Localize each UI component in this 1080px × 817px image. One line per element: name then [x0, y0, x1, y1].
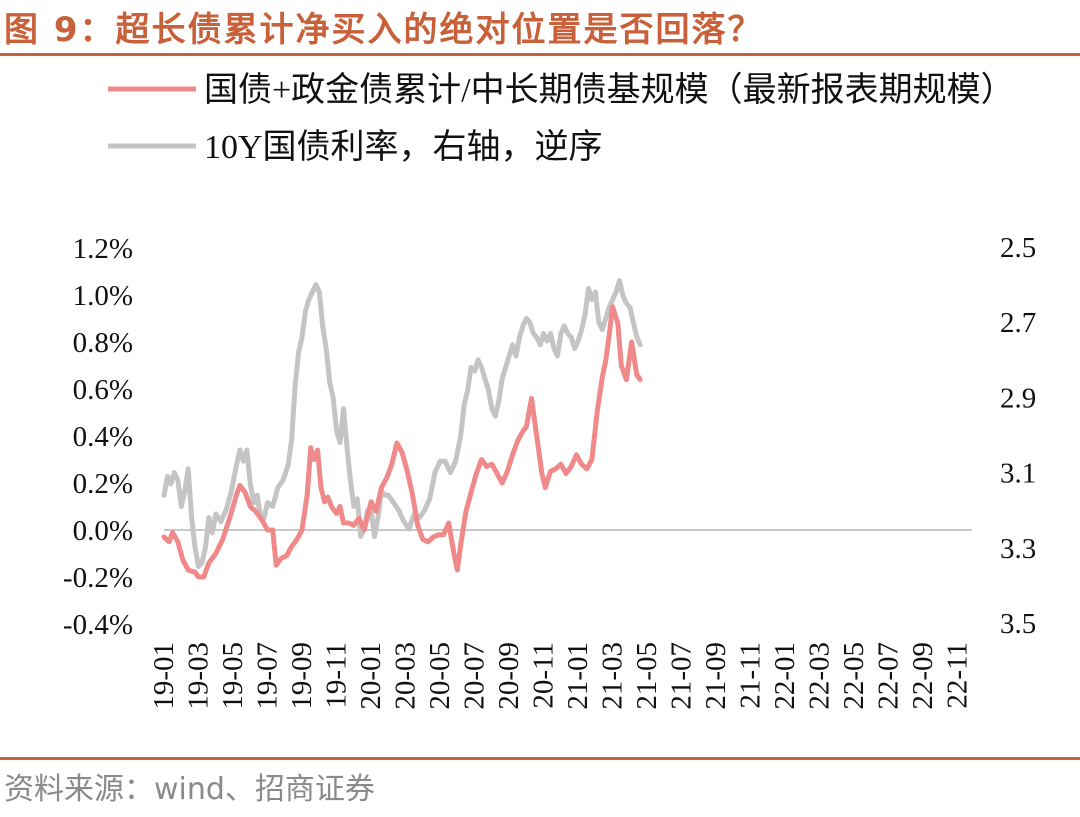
- y-right-tick: 2.7: [1000, 307, 1036, 339]
- y-right-tick: 2.5: [1000, 232, 1036, 264]
- x-tick: 20-07: [459, 642, 491, 710]
- series-line-10y-yield: [161, 278, 643, 570]
- x-tick: 19-01: [148, 642, 180, 710]
- plot-area: [161, 278, 643, 580]
- y-right-tick: 3.3: [1000, 533, 1036, 565]
- x-tick: 22-09: [907, 642, 939, 710]
- x-tick: 20-03: [390, 642, 422, 710]
- x-tick: 21-05: [631, 642, 663, 710]
- x-tick: 21-09: [700, 642, 732, 710]
- title-rule: [0, 53, 1080, 56]
- x-tick: 22-11: [942, 642, 974, 709]
- x-tick: 22-03: [804, 642, 836, 710]
- figure-title: 图 9：超长债累计净买入的绝对位置是否回落？: [4, 10, 764, 50]
- y-left-tick: -0.2%: [63, 562, 133, 594]
- series-line-cumulative-net-buy: [161, 304, 643, 580]
- y-left-tick: 0.8%: [73, 327, 133, 359]
- y-right-tick: 3.5: [1000, 608, 1036, 640]
- chart: 国债+政金债累计/中长期债基规模（最新报表期规模） 10Y国债利率，右轴，逆序 …: [63, 71, 1036, 710]
- x-tick: 20-09: [493, 642, 525, 710]
- legend: 国债+政金债累计/中长期债基规模（最新报表期规模） 10Y国债利率，右轴，逆序: [108, 71, 1015, 166]
- x-tick: 21-11: [735, 642, 767, 709]
- x-tick: 21-03: [597, 642, 629, 710]
- footer-rule: [0, 757, 1080, 760]
- x-tick: 22-05: [838, 642, 870, 710]
- x-tick: 22-01: [769, 642, 801, 710]
- x-tick: 19-05: [217, 642, 249, 710]
- x-tick: 19-03: [183, 642, 215, 710]
- y-left-tick: 0.0%: [73, 515, 133, 547]
- legend-label-series-1: 国债+政金债累计/中长期债基规模（最新报表期规模）: [204, 71, 1015, 109]
- x-tick: 21-07: [666, 642, 698, 710]
- y-left-tick: 0.6%: [73, 374, 133, 406]
- source-note: 资料来源：wind、招商证券: [4, 772, 375, 807]
- x-tick: 20-05: [424, 642, 456, 710]
- y-left-tick: 1.2%: [73, 233, 133, 265]
- x-tick: 19-07: [252, 642, 284, 710]
- x-tick: 21-01: [562, 642, 594, 710]
- x-tick: 20-01: [355, 642, 387, 710]
- x-tick: 19-09: [286, 642, 318, 710]
- axes: 1.2% 1.0% 0.8% 0.6% 0.4% 0.2% 0.0% -0.2% -0.4% 2.…: [63, 232, 1036, 710]
- legend-label-series-2: 10Y国债利率，右轴，逆序: [204, 128, 603, 166]
- y-right-tick: 2.9: [1000, 382, 1036, 414]
- y-left-tick: 0.4%: [73, 421, 133, 453]
- y-left-tick: 0.2%: [73, 468, 133, 500]
- y-left-tick: -0.4%: [63, 609, 133, 641]
- x-tick: 22-07: [873, 642, 905, 710]
- x-tick: 19-11: [321, 642, 353, 709]
- x-tick: 20-11: [528, 642, 560, 709]
- y-left-tick: 1.0%: [73, 280, 133, 312]
- y-right-tick: 3.1: [1000, 458, 1036, 490]
